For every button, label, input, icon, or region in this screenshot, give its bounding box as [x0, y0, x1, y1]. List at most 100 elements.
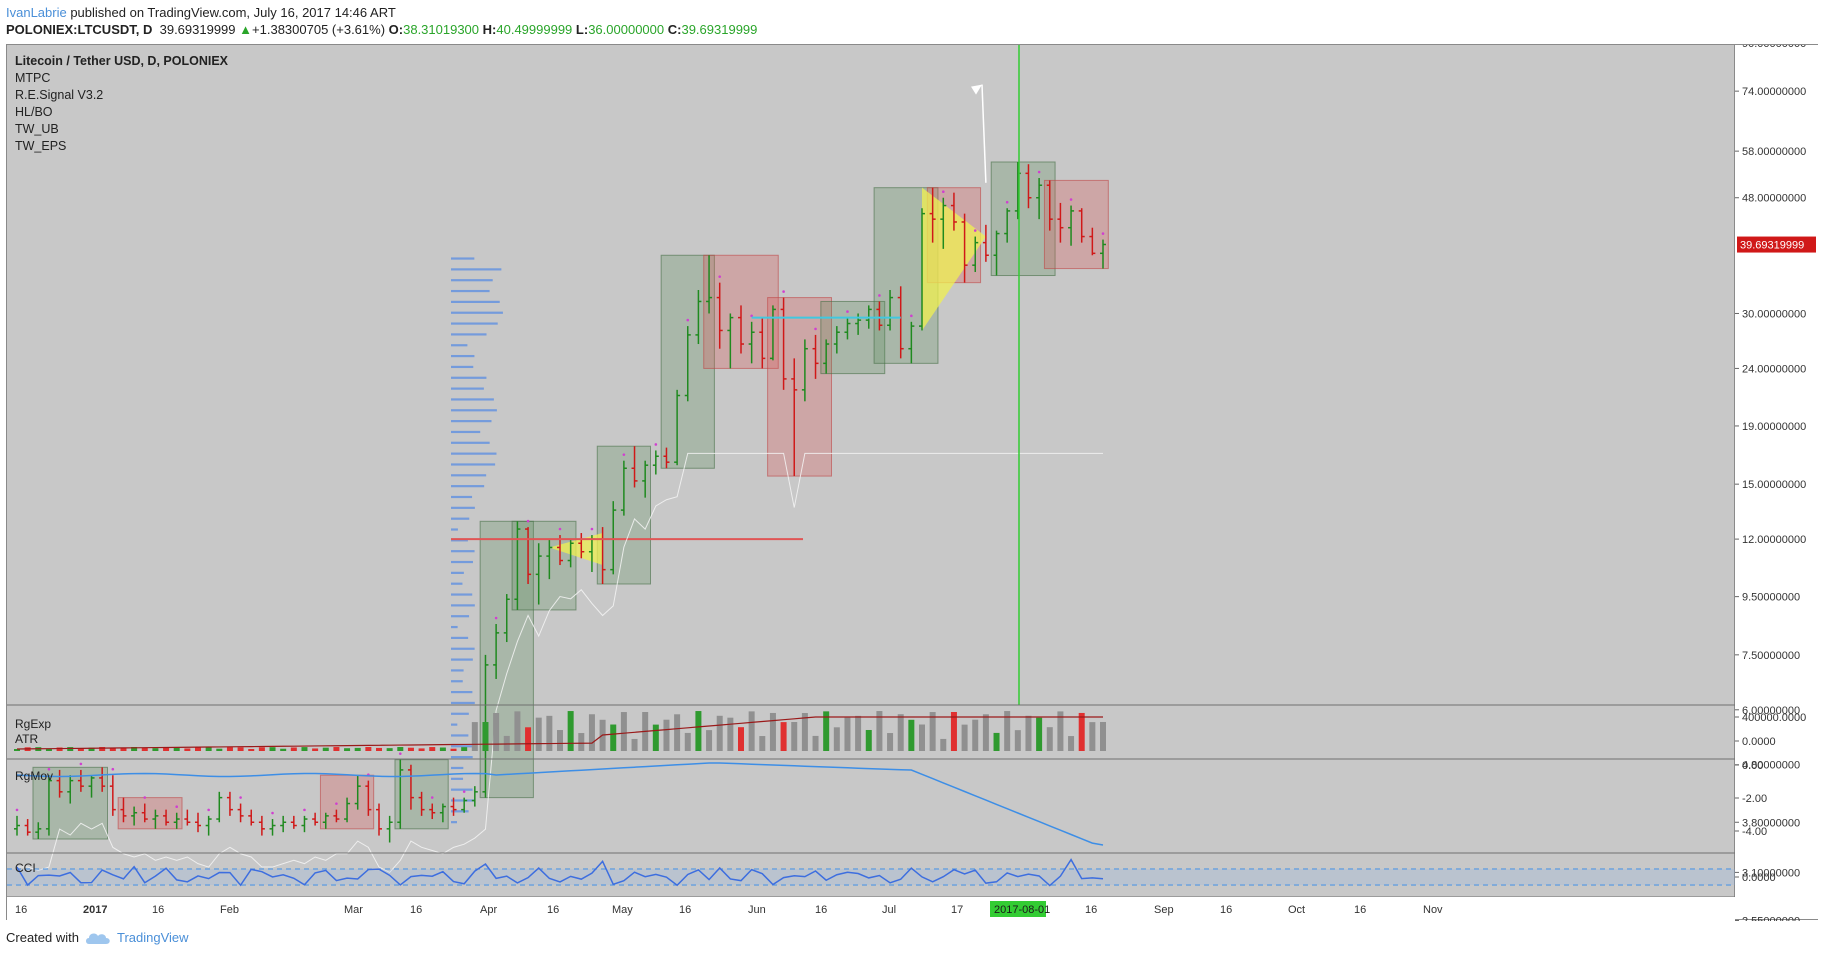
chart-header: IvanLabrie published on TradingView.com,…: [6, 4, 757, 38]
signal-dot: [846, 310, 849, 313]
signal-dot: [526, 519, 530, 523]
indicator-panes: [7, 704, 1736, 887]
candle-37: [407, 764, 414, 810]
time-tick-label: Feb: [220, 904, 239, 916]
candle-93: [1004, 200, 1011, 243]
tradingview-link[interactable]: TradingView: [116, 930, 189, 945]
profile-bar: [451, 550, 475, 553]
study-hlbo[interactable]: HL/BO: [15, 105, 53, 119]
study-cci[interactable]: CCI: [15, 861, 36, 875]
volume-bar-29: [322, 747, 329, 751]
symbol-label: POLONIEX:LTCUSDT, D: [6, 22, 153, 37]
signal-dot: [143, 796, 147, 799]
profile-bar: [451, 658, 473, 661]
time-tick-label: 16: [1085, 904, 1097, 916]
signal-dot: [558, 527, 562, 531]
study-tw-ub[interactable]: TW_UB: [15, 122, 59, 136]
ohlc-line: POLONIEX:LTCUSDT, D 39.69319999 ▲+1.3830…: [6, 21, 757, 38]
volume-bar-14: [163, 747, 170, 751]
candle-81: [876, 294, 883, 331]
signal-dot: [654, 443, 658, 446]
candle-61: [663, 447, 670, 469]
candle-62: [674, 389, 681, 466]
volume-bar-51: [557, 730, 563, 751]
time-tick-label: Jul: [882, 904, 896, 916]
price-axis-svg: 210.00000000170.00000000140.00000000110.…: [1735, 0, 1816, 927]
candle-83: [897, 286, 904, 359]
volume-bar-11: [131, 747, 138, 751]
profile-bar: [451, 756, 473, 759]
candle-6: [77, 762, 84, 792]
signal-dot: [718, 275, 722, 278]
candle-27: [301, 808, 308, 833]
profile-bar: [451, 300, 500, 303]
candle-59: [642, 460, 649, 498]
volume-bar-74: [801, 713, 808, 751]
price-tick-label: 12.00000000: [1742, 534, 1806, 546]
candle-85: [919, 208, 925, 331]
study-tw-eps[interactable]: TW_EPS: [15, 139, 67, 153]
volume-bar-87: [940, 738, 947, 751]
signal-dot: [1037, 170, 1041, 174]
volume-bar-89: [961, 724, 968, 751]
candle-97: [1046, 180, 1053, 231]
study-rgmov[interactable]: RgMov: [15, 769, 54, 783]
price-axis[interactable]: 210.00000000170.00000000140.00000000110.…: [1735, 0, 1818, 927]
signal-dot: [590, 527, 594, 531]
candle-40: [439, 803, 446, 823]
candle-82: [887, 290, 894, 331]
profile-bar: [451, 420, 492, 423]
candle-32: [354, 775, 361, 810]
up-arrow-icon: ▲: [239, 22, 253, 37]
candle-41: [450, 797, 457, 816]
study-rgexp[interactable]: RgExp: [15, 717, 52, 731]
volume-bar-102: [1100, 721, 1106, 751]
signal-box-1: [117, 797, 183, 830]
candle-50: [546, 539, 553, 580]
volume-bar-62: [674, 714, 681, 751]
profile-bar: [451, 257, 475, 260]
study-resignal[interactable]: R.E.Signal V3.2: [15, 88, 104, 102]
candle-84: [908, 314, 915, 364]
volume-bar-30: [333, 747, 340, 751]
cci-line: [16, 858, 1104, 887]
candle-13: [152, 809, 159, 829]
open-value: 38.31019300: [403, 22, 480, 37]
time-tick-label: Sep: [1154, 904, 1174, 916]
candle-19: [216, 791, 223, 823]
profile-bar: [451, 734, 469, 737]
volume-bar-15: [173, 747, 180, 751]
volume-pane-legend: RgExp ATR: [15, 717, 51, 747]
time-tick-label: 2017: [83, 904, 107, 916]
profile-bar: [451, 474, 487, 477]
author-link[interactable]: IvanLabrie: [6, 5, 67, 20]
candle-101: [1089, 227, 1096, 256]
close-value: 39.69319999: [681, 22, 758, 37]
current-price-label: 39.69319999: [1740, 240, 1804, 252]
legend-title[interactable]: Litecoin / Tether USD, D, POLONIEX: [15, 54, 228, 68]
profile-bar: [451, 528, 458, 531]
candle-86: [929, 187, 936, 243]
price-tick-label: 7.50000000: [1742, 650, 1800, 662]
signal-dot: [1101, 232, 1105, 235]
signal-box-4: [479, 520, 534, 799]
volume-bar-99: [1068, 736, 1075, 751]
study-mtpc[interactable]: MTPC: [15, 71, 51, 85]
candle-4: [56, 769, 63, 798]
price-tick-label: 48.00000000: [1742, 193, 1806, 205]
candle-100: [1078, 208, 1085, 243]
signal-box-14: [1043, 179, 1109, 270]
volume-bar-66: [716, 715, 723, 751]
candle-11: [131, 806, 138, 826]
created-with: Created with: [6, 930, 79, 945]
chart-area[interactable]: 16 2017 16 Feb Mar 16 Apr 16 May 16 Jun 16 Jul 17 16 Se…: [6, 44, 1736, 921]
candle-66: [716, 275, 723, 349]
volume-bar-26: [290, 747, 297, 751]
chart-svg[interactable]: 16 2017 16 Feb Mar 16 Apr 16 May 16 Jun 16 Jul 17 16 Se…: [7, 45, 1736, 921]
study-atr[interactable]: ATR: [15, 732, 39, 746]
candle-18: [205, 808, 212, 836]
profile-bar: [451, 669, 464, 672]
volume-bar-57: [620, 712, 627, 751]
volume-bar-40: [439, 747, 446, 751]
vol-tick-label: 0.0000: [1742, 736, 1776, 748]
